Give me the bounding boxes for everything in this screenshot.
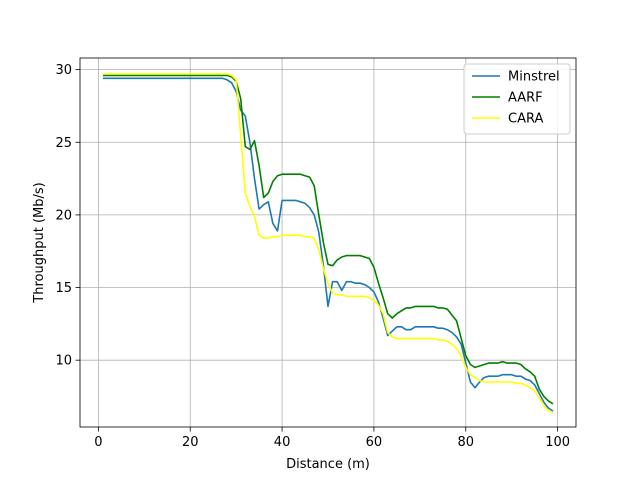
y-axis-label: Throughput (Mb/s) bbox=[32, 182, 47, 303]
y-tick-label: 30 bbox=[55, 63, 72, 78]
legend-label-minstrel: Minstrel bbox=[508, 70, 560, 85]
x-tick-label: 0 bbox=[94, 435, 102, 450]
y-tick-label: 25 bbox=[55, 136, 72, 151]
y-tick-label: 15 bbox=[55, 281, 72, 296]
x-tick-label: 100 bbox=[545, 435, 570, 450]
x-tick-label: 40 bbox=[274, 435, 291, 450]
x-axis-label: Distance (m) bbox=[286, 457, 370, 472]
legend: Minstrel AARF CARA bbox=[463, 63, 571, 135]
legend-label-aarf: AARF bbox=[508, 91, 543, 106]
series-group bbox=[103, 73, 554, 414]
tick-group: 0 20 40 60 80 100 10 15 20 25 30 bbox=[55, 63, 570, 450]
legend-box bbox=[463, 63, 571, 135]
x-tick-label: 80 bbox=[458, 435, 475, 450]
y-tick-label: 10 bbox=[55, 354, 72, 369]
y-tick-label: 20 bbox=[55, 208, 72, 223]
series-line-cara bbox=[103, 73, 554, 414]
x-tick-label: 60 bbox=[366, 435, 383, 450]
axes-frame bbox=[79, 57, 577, 428]
legend-label-cara: CARA bbox=[508, 112, 543, 127]
series-line-aarf bbox=[103, 74, 554, 405]
x-tick-label: 20 bbox=[182, 435, 199, 450]
